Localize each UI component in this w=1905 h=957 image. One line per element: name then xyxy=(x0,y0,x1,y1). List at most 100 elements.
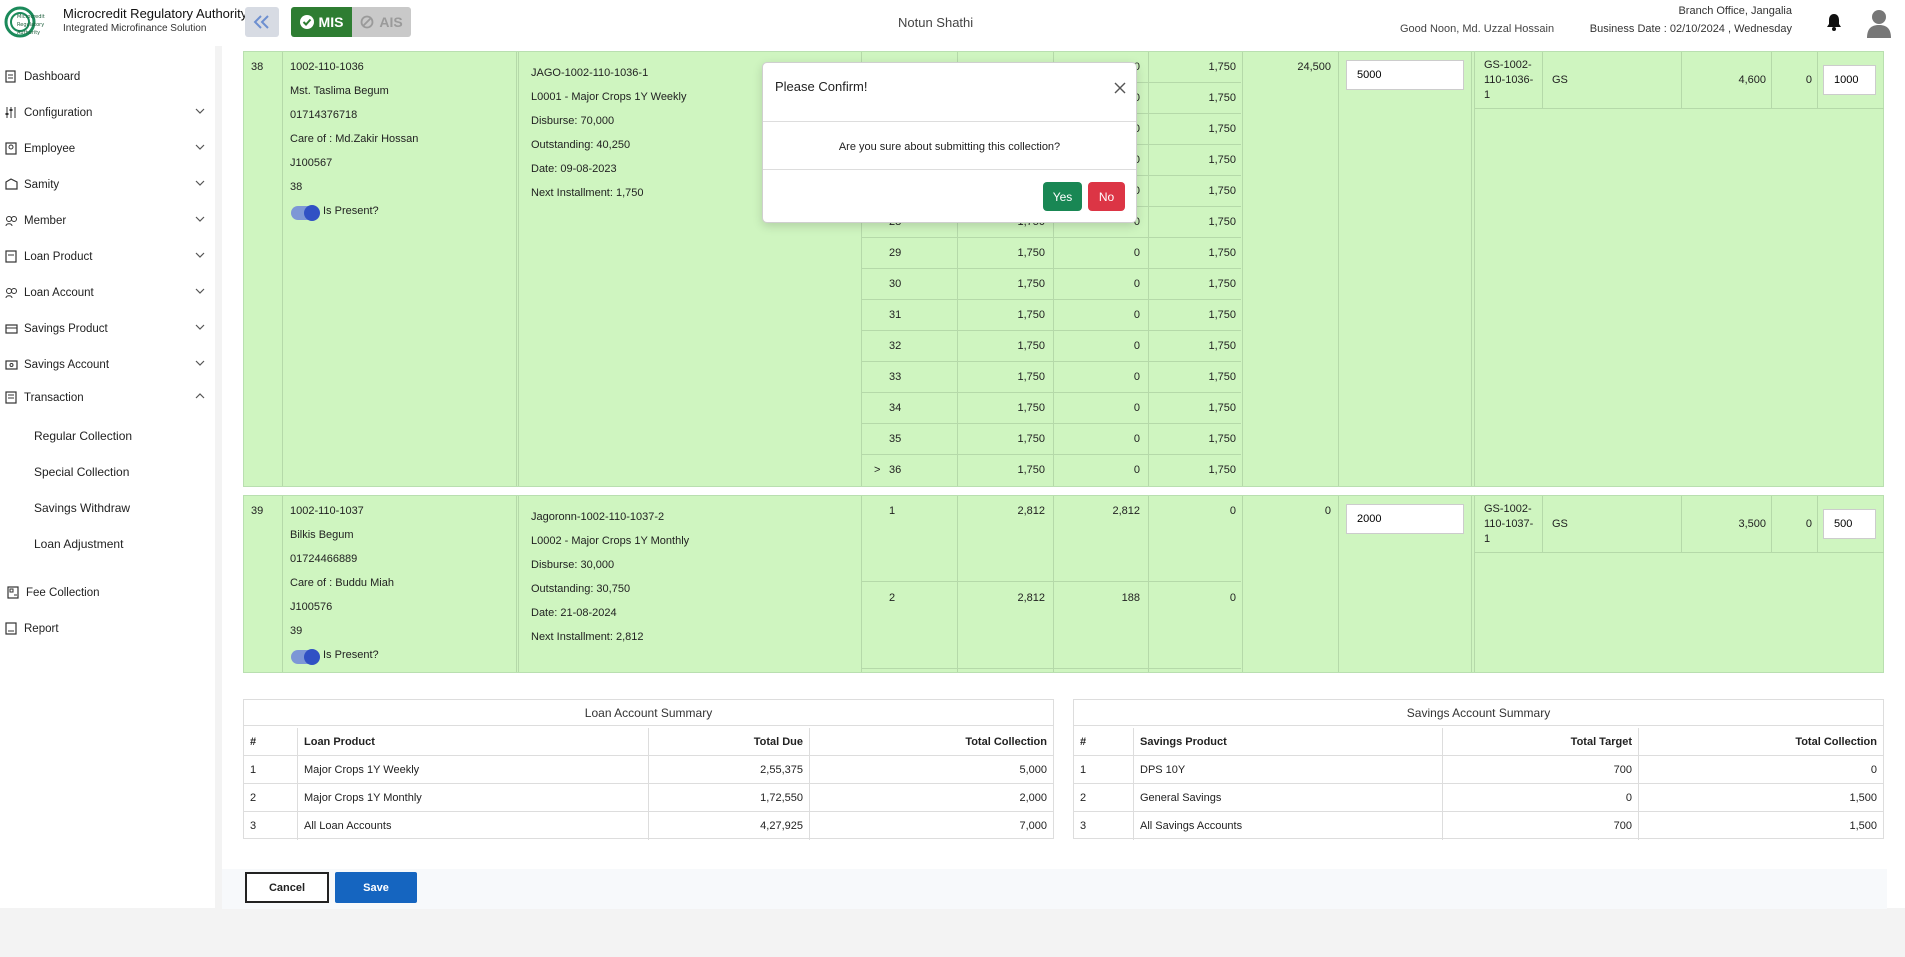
installment-number: 35 xyxy=(889,433,902,445)
sidebar-item-report[interactable]: Report xyxy=(0,616,215,642)
loan-total-due: 24,500 xyxy=(1297,61,1331,73)
sidebar-item-label: Savings Account xyxy=(24,359,110,371)
svg-text:Authority: Authority xyxy=(17,30,40,36)
sidebar-item-transaction[interactable]: Transaction xyxy=(0,385,215,411)
member-roll: 38 xyxy=(290,181,303,193)
loan-collection-input[interactable] xyxy=(1346,60,1464,90)
column-header: Total Collection xyxy=(1795,736,1877,748)
sidebar-item-dashboard[interactable]: Dashboard xyxy=(0,64,215,90)
org-subtitle: Integrated Microfinance Solution xyxy=(63,23,207,34)
samity-title: Notun Shathi xyxy=(898,15,974,30)
savings-product: GS xyxy=(1552,74,1568,86)
org-name: Microcredit Regulatory Authority xyxy=(63,6,248,21)
loan-collection-input[interactable] xyxy=(1346,504,1464,534)
user-avatar-icon[interactable] xyxy=(1866,8,1892,38)
sidebar-item-employee[interactable]: Employee xyxy=(0,136,215,162)
sidebar-item-loan-product[interactable]: Loan Product xyxy=(0,244,215,270)
report-icon xyxy=(5,622,17,635)
sidebar-item-savings-account[interactable]: Savings Account xyxy=(0,352,215,378)
is-present-toggle[interactable] xyxy=(291,649,320,665)
dashboard-icon xyxy=(5,70,16,83)
table-cell: 0 xyxy=(1443,784,1639,812)
member-phone: 01724466889 xyxy=(290,553,358,565)
installment-number: 29 xyxy=(889,247,902,259)
mode-mis-button[interactable]: MIS xyxy=(291,7,352,37)
loan-disburse: Disburse: 70,000 xyxy=(531,115,615,127)
installment-due: 1,750 xyxy=(1017,278,1045,290)
table-cell: Major Crops 1Y Monthly xyxy=(298,784,649,812)
installment-due: 1,750 xyxy=(1017,247,1045,259)
installment-paid: 188 xyxy=(1121,592,1140,604)
mode-ais-button[interactable]: AIS xyxy=(352,7,411,37)
savings-collection-input[interactable] xyxy=(1823,509,1876,539)
double-chevron-left-icon xyxy=(253,15,269,29)
sidebar-item-member[interactable]: Member xyxy=(0,208,215,234)
installment-paid: 0 xyxy=(1133,433,1140,445)
sidebar-item-label: Fee Collection xyxy=(26,587,100,599)
savings-row xyxy=(1475,52,1884,109)
sidebar-item-label: Member xyxy=(24,215,67,227)
sidebar-subitem-regular-collection[interactable]: Regular Collection xyxy=(34,429,133,443)
installment-row xyxy=(861,393,1241,424)
chevron-down-icon xyxy=(195,252,205,258)
dialog-title: Please Confirm! xyxy=(775,79,868,94)
save-button[interactable]: Save xyxy=(335,872,417,903)
table-row: 2 Major Crops 1Y Monthly 1,72,550 2,000 xyxy=(244,784,1053,812)
bell-icon[interactable] xyxy=(1826,13,1842,31)
savings-account-line: GS-1002- xyxy=(1484,503,1532,515)
confirm-no-button[interactable]: No xyxy=(1088,182,1125,211)
confirm-yes-button[interactable]: Yes xyxy=(1043,182,1082,211)
member-care-of: Care of : Md.Zakir Hossan xyxy=(290,133,419,145)
sidebar-item-label: Loan Product xyxy=(24,251,93,263)
installment-remaining: 1,750 xyxy=(1208,309,1236,321)
is-present-toggle[interactable] xyxy=(291,205,320,221)
table-cell: 1,500 xyxy=(1849,820,1877,832)
sidebar-item-configuration[interactable]: Configuration xyxy=(0,100,215,126)
chevron-down-icon xyxy=(195,144,205,150)
sidebar xyxy=(0,46,215,908)
business-date: Business Date : 02/10/2024 , Wednesday xyxy=(1589,23,1792,35)
sidebar-item-label: Savings Product xyxy=(24,323,108,335)
installment-paid: 0 xyxy=(1133,402,1140,414)
savings-account-icon xyxy=(5,360,18,370)
member-name: Mst. Taslima Begum xyxy=(290,85,389,97)
column-header: # xyxy=(1074,728,1134,756)
installment-due: 2,812 xyxy=(1017,592,1045,604)
sidebar-item-label: Samity xyxy=(24,179,60,191)
is-present-label: Is Present? xyxy=(323,649,379,661)
loan-product-icon xyxy=(5,250,17,263)
sidebar-subitem-savings-withdraw[interactable]: Savings Withdraw xyxy=(34,501,131,515)
table-cell: 4,27,925 xyxy=(649,812,810,840)
installment-row xyxy=(861,331,1241,362)
sidebar-item-savings-product[interactable]: Savings Product xyxy=(0,316,215,342)
sidebar-subitem-special-collection[interactable]: Special Collection xyxy=(34,465,130,479)
table-cell: 2 xyxy=(244,784,298,812)
installment-due: 2,812 xyxy=(1017,505,1045,517)
installment-number: 33 xyxy=(889,371,902,383)
samity-icon xyxy=(5,178,18,190)
savings-target: 0 xyxy=(1805,74,1812,86)
savings-collection-input[interactable] xyxy=(1823,65,1876,95)
installment-row xyxy=(861,362,1241,393)
sidebar-collapse-button[interactable] xyxy=(245,7,279,37)
installment-row xyxy=(861,300,1241,331)
sidebar-item-label: Loan Account xyxy=(24,287,94,299)
close-icon[interactable] xyxy=(1114,82,1126,94)
sidebar-item-samity[interactable]: Samity xyxy=(0,172,215,198)
installment-paid: 0 xyxy=(1133,309,1140,321)
member-serial: 38 xyxy=(251,61,264,73)
sidebar-item-fee-collection[interactable]: Fee Collection xyxy=(2,580,217,606)
ban-icon xyxy=(360,15,374,29)
installment-row xyxy=(861,424,1241,455)
cancel-button[interactable]: Cancel xyxy=(245,872,329,903)
installment-remaining: 1,750 xyxy=(1208,92,1236,104)
branch-name: Branch Office, Jangalia xyxy=(1678,5,1792,17)
installment-remaining: 1,750 xyxy=(1208,278,1236,290)
sidebar-item-loan-account[interactable]: Loan Account xyxy=(0,280,215,306)
installment-number: 2 xyxy=(889,592,896,604)
installment-due: 1,750 xyxy=(1017,402,1045,414)
installment-paid: 0 xyxy=(1133,371,1140,383)
user-greeting: Good Noon, Md. Uzzal Hossain xyxy=(1400,23,1555,35)
installment-row xyxy=(861,583,1241,669)
sidebar-subitem-loan-adjustment[interactable]: Loan Adjustment xyxy=(34,537,124,551)
